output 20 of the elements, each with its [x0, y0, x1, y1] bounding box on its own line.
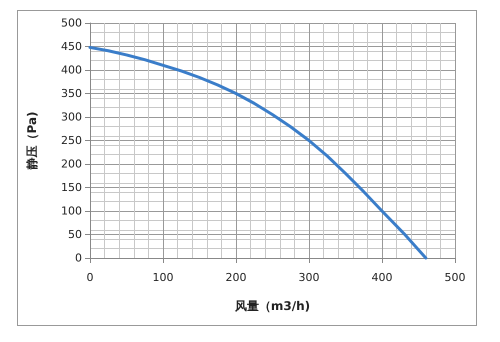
y-tick-label: 500: [61, 16, 82, 30]
y-tick-label: 250: [61, 134, 82, 147]
y-tick-label: 150: [61, 181, 82, 194]
line-series: [88, 46, 428, 260]
y-tick-label: 200: [61, 158, 82, 170]
y-tick-label: 0: [75, 252, 82, 264]
x-axis-title: 风量（m3/h): [234, 299, 310, 313]
x-tick-label: 500: [444, 271, 466, 284]
y-axis-title: 静压（Pa): [25, 111, 39, 171]
y-tick-label: 400: [61, 64, 82, 76]
y-tick-label: 50: [68, 228, 82, 241]
x-tick-label: 0: [86, 271, 94, 284]
y-tick-label: 100: [61, 204, 82, 218]
x-tick-label: 300: [298, 271, 320, 284]
x-tick-label: 100: [152, 271, 174, 284]
y-tick-label: 450: [61, 40, 82, 53]
y-tick-label: 300: [61, 110, 82, 124]
x-tick-label: 200: [226, 271, 246, 284]
x-tick-label: 400: [372, 271, 392, 284]
y-tick-label: 350: [61, 87, 82, 100]
